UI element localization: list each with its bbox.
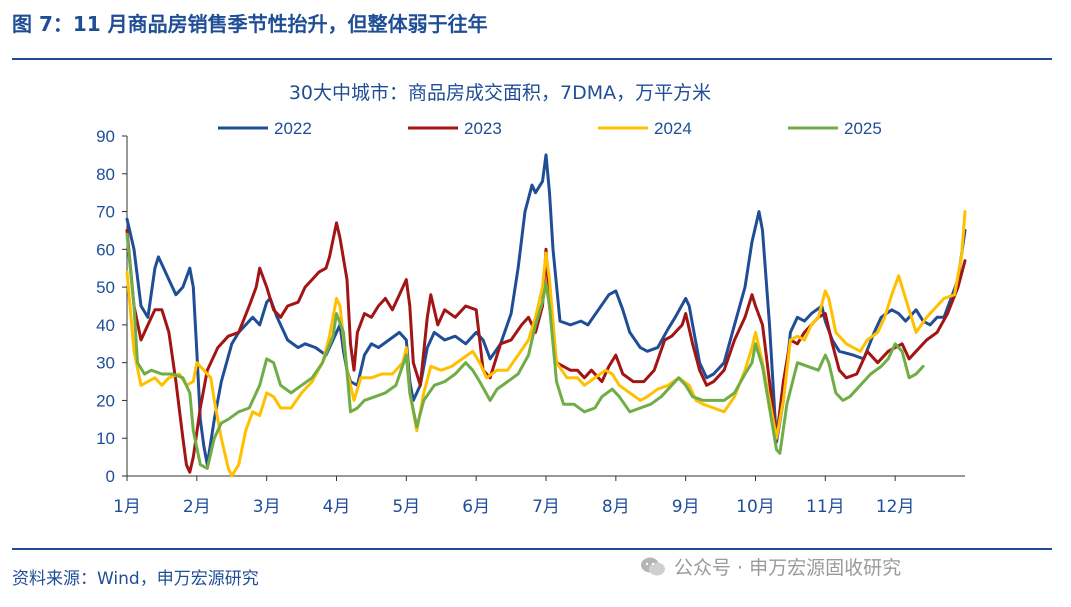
legend-label-2023: 2023 xyxy=(464,119,502,138)
x-tick-label: 1月 xyxy=(113,497,141,517)
figure-title: 图 7：11 月商品房销售季节性抬升，但整体弱于往年 xyxy=(12,12,488,36)
y-tick-label: 50 xyxy=(96,278,115,297)
x-tick-label: 10月 xyxy=(736,497,775,517)
wechat-icon xyxy=(641,557,665,575)
y-tick-label: 70 xyxy=(96,203,115,222)
series-line-2023 xyxy=(125,221,967,474)
x-tick-label: 12月 xyxy=(876,497,915,517)
y-tick-label: 40 xyxy=(96,316,115,335)
x-tick-label: 9月 xyxy=(672,497,700,517)
legend-label-2024: 2024 xyxy=(654,119,692,138)
y-tick-label: 60 xyxy=(96,240,115,259)
legend-label-2025: 2025 xyxy=(844,119,882,138)
source-note: 资料来源：Wind，申万宏源研究 xyxy=(12,569,259,589)
x-tick-label: 11月 xyxy=(806,497,845,517)
y-tick-label: 0 xyxy=(106,467,115,486)
x-tick-label: 7月 xyxy=(532,497,560,517)
x-tick-label: 4月 xyxy=(323,497,351,517)
series-line-2024 xyxy=(125,210,967,478)
y-tick-label: 20 xyxy=(96,391,115,410)
chart-title: 30大中城市：商品房成交面积，7DMA，万平方米 xyxy=(288,82,712,104)
watermark-text: 公众号 · 申万宏源固收研究 xyxy=(674,557,902,579)
x-tick-label: 5月 xyxy=(392,497,420,517)
y-tick-label: 10 xyxy=(96,429,115,448)
y-tick-label: 80 xyxy=(96,165,115,184)
bottom-rule xyxy=(12,548,1052,550)
y-tick-label: 30 xyxy=(96,354,115,373)
top-rule xyxy=(12,58,1052,60)
y-tick-label: 90 xyxy=(96,127,115,146)
series-line-2025 xyxy=(125,232,925,470)
series-line-2022 xyxy=(125,153,967,467)
x-tick-label: 8月 xyxy=(602,497,630,517)
x-tick-label: 6月 xyxy=(462,497,490,517)
watermark: 公众号 · 申万宏源固收研究 xyxy=(640,553,901,580)
legend-label-2022: 2022 xyxy=(274,119,312,138)
x-tick-label: 3月 xyxy=(253,497,281,517)
x-tick-label: 2月 xyxy=(183,497,211,517)
